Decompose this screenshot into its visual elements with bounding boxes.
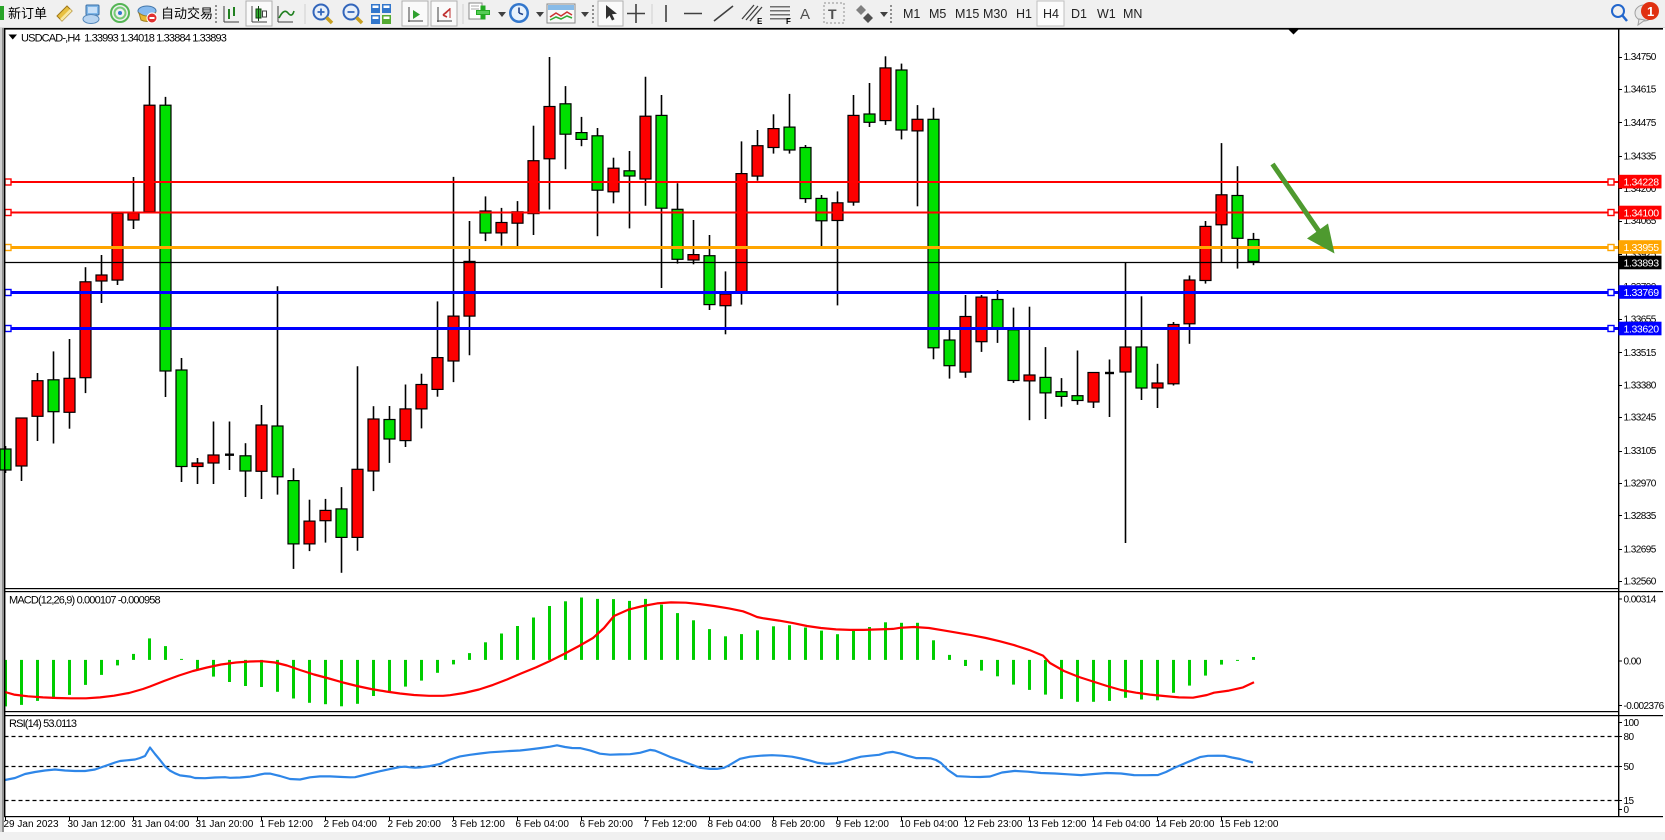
svg-text:1.33245: 1.33245 [1624,413,1657,424]
svg-text:D1: D1 [1071,7,1087,21]
svg-text:14 Feb 04:00: 14 Feb 04:00 [1092,819,1151,830]
svg-text:1.32695: 1.32695 [1624,544,1657,555]
svg-text:9 Feb 12:00: 9 Feb 12:00 [836,819,890,830]
svg-text:1: 1 [1647,4,1654,19]
svg-text:1.33893: 1.33893 [1624,257,1660,269]
svg-text:1.33515: 1.33515 [1624,348,1657,359]
svg-text:新订单: 新订单 [8,6,47,21]
svg-text:1.33105: 1.33105 [1624,446,1657,457]
svg-text:30 Jan 12:00: 30 Jan 12:00 [68,819,126,830]
svg-text:1.34335: 1.34335 [1624,152,1657,163]
svg-text:1 Feb 12:00: 1 Feb 12:00 [260,819,314,830]
svg-text:1.34475: 1.34475 [1624,118,1657,129]
svg-text:31 Jan 04:00: 31 Jan 04:00 [132,819,190,830]
svg-text:15 Feb 12:00: 15 Feb 12:00 [1220,819,1279,830]
svg-text:自动交易: 自动交易 [161,6,213,21]
svg-text:1.33655: 1.33655 [1624,314,1657,325]
svg-text:1.33620: 1.33620 [1624,323,1660,335]
svg-text:W1: W1 [1097,7,1116,21]
svg-text:A: A [800,6,810,23]
svg-text:1.34750: 1.34750 [1624,52,1657,63]
svg-text:1.34065: 1.34065 [1624,216,1657,227]
svg-text:F: F [786,17,791,26]
svg-text:0: 0 [1624,805,1630,816]
svg-text:3 Feb 12:00: 3 Feb 12:00 [452,819,506,830]
svg-text:1.34228: 1.34228 [1624,176,1660,188]
svg-text:80: 80 [1624,732,1635,743]
svg-text:100: 100 [1624,718,1640,729]
svg-text:2 Feb 20:00: 2 Feb 20:00 [388,819,442,830]
svg-text:-0.002376: -0.002376 [1624,701,1665,712]
svg-text:M30: M30 [983,7,1007,21]
svg-text:USDCAD-,H4 1.33993 1.34018 1.: USDCAD-,H4 1.33993 1.34018 1.33884 1.338… [21,33,227,45]
svg-text:10 Feb 04:00: 10 Feb 04:00 [900,819,959,830]
svg-text:6 Feb 04:00: 6 Feb 04:00 [516,819,570,830]
svg-text:31 Jan 20:00: 31 Jan 20:00 [196,819,254,830]
svg-text:29 Jan 2023: 29 Jan 2023 [4,819,59,830]
svg-text:1.34615: 1.34615 [1624,84,1657,95]
svg-text:0.00: 0.00 [1624,657,1642,668]
svg-text:1.32835: 1.32835 [1624,511,1657,522]
svg-text:1.33925: 1.33925 [1624,250,1657,261]
svg-text:50: 50 [1624,762,1635,773]
svg-text:13 Feb 12:00: 13 Feb 12:00 [1028,819,1087,830]
svg-text:1.32560: 1.32560 [1624,577,1657,588]
svg-text:1.32970: 1.32970 [1624,479,1657,490]
svg-text:MACD(12,26,9) 0.000107 -0.0009: MACD(12,26,9) 0.000107 -0.000958 [9,595,160,607]
svg-text:8 Feb 20:00: 8 Feb 20:00 [772,819,826,830]
svg-text:1.34200: 1.34200 [1624,184,1657,195]
svg-text:2 Feb 04:00: 2 Feb 04:00 [324,819,378,830]
svg-text:E: E [757,17,763,26]
svg-text:14 Feb 20:00: 14 Feb 20:00 [1156,819,1215,830]
svg-text:12 Feb 23:00: 12 Feb 23:00 [964,819,1023,830]
svg-text:T: T [828,6,837,22]
svg-text:1.33380: 1.33380 [1624,380,1657,391]
svg-text:M15: M15 [955,7,979,21]
svg-text:MN: MN [1123,7,1142,21]
svg-text:1.33769: 1.33769 [1624,287,1660,299]
svg-text:RSI(14) 53.0113: RSI(14) 53.0113 [9,718,77,730]
svg-text:15: 15 [1624,796,1635,807]
svg-text:M1: M1 [903,7,920,21]
svg-text:H1: H1 [1016,7,1032,21]
svg-text:M5: M5 [929,7,946,21]
svg-text:1.34100: 1.34100 [1624,207,1660,219]
svg-text:1.33955: 1.33955 [1624,242,1660,254]
svg-text:7 Feb 12:00: 7 Feb 12:00 [644,819,698,830]
svg-text:0.00314: 0.00314 [1624,595,1657,606]
svg-text:H4: H4 [1043,7,1059,21]
svg-text:8 Feb 04:00: 8 Feb 04:00 [708,819,762,830]
svg-text:6 Feb 20:00: 6 Feb 20:00 [580,819,634,830]
